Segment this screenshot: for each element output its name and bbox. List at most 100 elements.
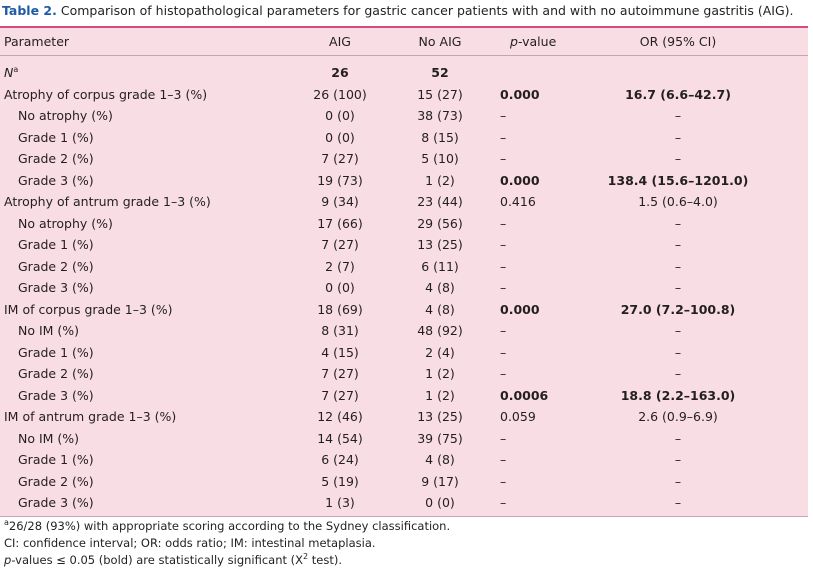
row-aig: 5 (19): [321, 473, 359, 489]
row-pvalue: –: [500, 215, 507, 231]
header-parameter: Parameter: [4, 34, 70, 49]
row-or: 1.5 (0.6–4.0): [638, 194, 718, 210]
data-table: Parameter AIG No AIG p-value OR (95% CI)…: [0, 26, 808, 517]
row-or: 18.8 (2.2–163.0): [620, 387, 736, 403]
row-noaig: 1 (2): [425, 172, 455, 188]
row-or: –: [674, 151, 682, 167]
row-aig: 7 (27): [321, 387, 359, 403]
table-row: Grade 3 (%) 1 (3) 0 (0) – –: [0, 492, 808, 514]
row-pvalue: 0.000: [500, 172, 540, 188]
row-pvalue: –: [500, 151, 507, 167]
header-p-rest: -value: [517, 34, 557, 49]
row-pvalue: –: [500, 452, 507, 468]
row-label: No IM (%): [18, 323, 80, 339]
table-row: IM of antrum grade 1–3 (%) 12 (46) 13 (25)…: [0, 406, 808, 428]
row-pvalue: –: [500, 323, 507, 339]
table-header-row: Parameter AIG No AIG p-value OR (95% CI): [0, 28, 808, 56]
row-aig: 17 (66): [317, 215, 363, 231]
row-aig: 4 (15): [321, 344, 359, 360]
row-aig: 1 (3): [325, 495, 355, 511]
row-pvalue: –: [500, 366, 507, 382]
row-aig: 7 (27): [321, 151, 359, 167]
row-label: Grade 1 (%): [18, 237, 94, 253]
footnote-p-text-1: -values ≤ 0.05 (bold) are statistically …: [11, 553, 304, 567]
row-pvalue: –: [500, 344, 507, 360]
row-pvalue: 0.000: [500, 86, 540, 102]
row-label: IM of corpus grade 1–3 (%): [4, 301, 173, 317]
row-noaig: 4 (8): [425, 452, 455, 468]
table-row: Grade 1 (%) 6 (24) 4 (8) – –: [0, 449, 808, 471]
row-aig: 2 (7): [325, 258, 355, 274]
row-noaig: 38 (73): [417, 108, 463, 124]
row-label: Grade 2 (%): [18, 151, 94, 167]
row-aig: 19 (73): [317, 172, 363, 188]
row-or: –: [674, 495, 682, 511]
row-aig: 18 (69): [317, 301, 363, 317]
row-label: No atrophy (%): [18, 215, 113, 231]
row-or: 2.6 (0.9–6.9): [638, 409, 718, 425]
row-aig: 7 (27): [321, 237, 359, 253]
row-noaig: 23 (44): [417, 194, 463, 210]
row-aig: 8 (31): [321, 323, 359, 339]
footnote-a-text: 26/28 (93%) with appropriate scoring acc…: [8, 519, 451, 533]
row-or: –: [674, 237, 682, 253]
table-row: No IM (%) 14 (54) 39 (75) – –: [0, 428, 808, 450]
footnote-p-italic: p: [4, 553, 12, 567]
table-row: Grade 3 (%) 19 (73) 1 (2) 0.000 138.4 (15.6–…: [0, 170, 808, 192]
row-or: –: [674, 323, 682, 339]
row-or: –: [674, 452, 682, 468]
footnote-a-marker: a: [4, 518, 9, 528]
row-noaig: 5 (10): [421, 151, 459, 167]
row-noaig: 4 (8): [425, 280, 455, 296]
row-or: 16.7 (6.6–42.7): [625, 86, 731, 102]
row-aig: 14 (54): [317, 430, 363, 446]
row-noaig: 48 (92): [417, 323, 463, 339]
row-noaig: 13 (25): [417, 237, 463, 253]
footnote-p: p-values ≤ 0.05 (bold) are statistically…: [4, 552, 450, 569]
footnote-p-text-2: test).: [308, 553, 343, 567]
row-or: 138.4 (15.6–1201.0): [607, 172, 749, 188]
row-or: –: [674, 366, 682, 382]
n-label: Na: [0, 65, 290, 80]
table-row: Grade 1 (%) 4 (15) 2 (4) – –: [0, 342, 808, 364]
row-aig: 0 (0): [325, 129, 355, 145]
row-or: –: [674, 108, 682, 124]
header-pvalue: p-value: [490, 34, 600, 49]
row-noaig: 1 (2): [425, 387, 455, 403]
table-caption: Table 2. Comparison of histopathological…: [0, 0, 813, 26]
row-aig: 7 (27): [321, 366, 359, 382]
row-label: No IM (%): [18, 430, 80, 446]
table-row: Grade 3 (%) 0 (0) 4 (8) – –: [0, 277, 808, 299]
footnote-a: a26/28 (93%) with appropriate scoring ac…: [4, 518, 450, 535]
header-aig: AIG: [329, 34, 351, 49]
row-noaig: 39 (75): [417, 430, 463, 446]
table-label: Table 2.: [2, 3, 57, 18]
row-or: –: [674, 473, 682, 489]
row-aig: 0 (0): [325, 108, 355, 124]
header-noaig: No AIG: [418, 34, 462, 49]
row-label: Atrophy of antrum grade 1–3 (%): [4, 194, 211, 210]
row-pvalue: –: [500, 473, 507, 489]
footnote-p-sup: 2: [303, 552, 309, 562]
row-label: No atrophy (%): [18, 108, 113, 124]
row-noaig: 4 (8): [425, 301, 455, 317]
table-row: No IM (%) 8 (31) 48 (92) – –: [0, 320, 808, 342]
n-symbol: N: [4, 65, 14, 81]
row-aig: 0 (0): [325, 280, 355, 296]
row-noaig: 6 (11): [421, 258, 459, 274]
row-or: 27.0 (7.2–100.8): [620, 301, 736, 317]
table-row: Grade 1 (%) 0 (0) 8 (15) – –: [0, 127, 808, 149]
row-pvalue: 0.416: [500, 194, 536, 210]
table-row: Atrophy of corpus grade 1–3 (%) 26 (100) 1…: [0, 84, 808, 106]
row-pvalue: –: [500, 430, 507, 446]
table-title: Comparison of histopathological paramete…: [60, 3, 794, 18]
row-noaig: 2 (4): [425, 344, 455, 360]
n-footnote-marker: a: [13, 65, 19, 75]
row-label: Grade 3 (%): [18, 280, 94, 296]
row-label: Grade 3 (%): [18, 172, 94, 188]
row-aig: 26 (100): [313, 86, 367, 102]
header-or: OR (95% CI): [639, 34, 717, 49]
row-aig: 9 (34): [321, 194, 359, 210]
table-row: Atrophy of antrum grade 1–3 (%) 9 (34) 23 …: [0, 191, 808, 213]
row-pvalue: –: [500, 280, 507, 296]
